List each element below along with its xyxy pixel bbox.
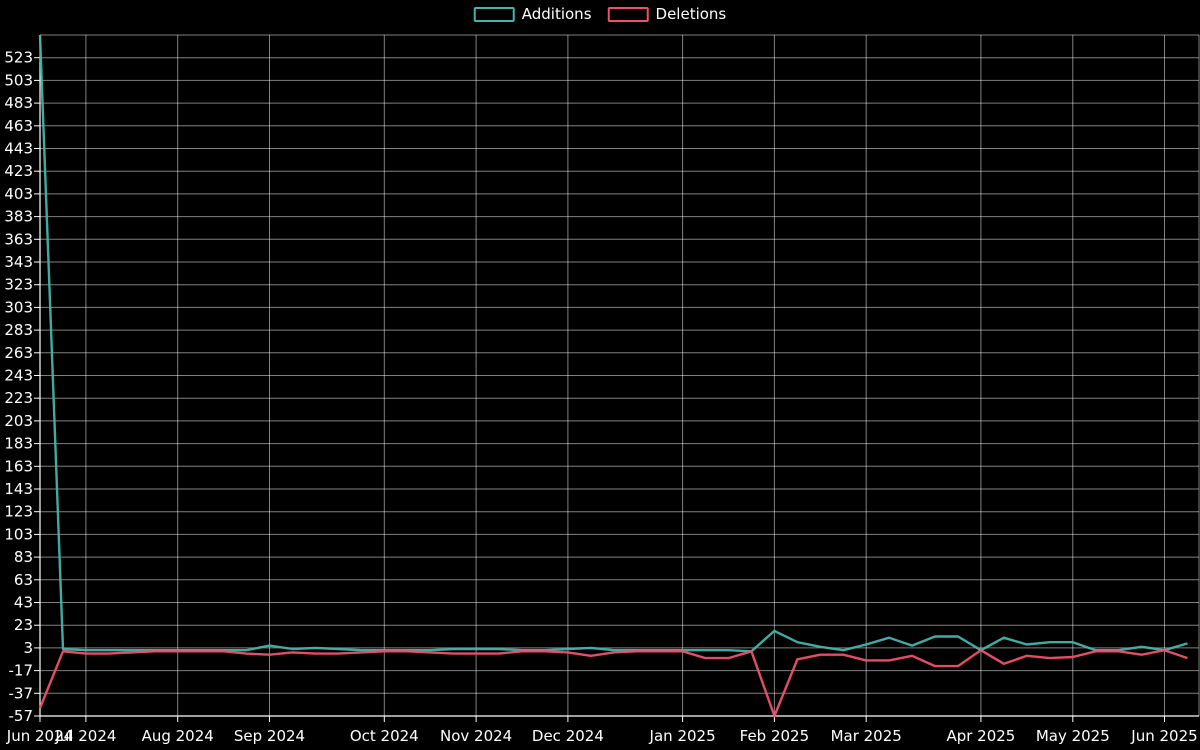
svg-text:-37: -37 [9,684,34,702]
svg-text:103: 103 [4,525,33,543]
svg-text:Jul 2024: Jul 2024 [54,727,116,745]
svg-text:483: 483 [4,94,33,112]
svg-text:Jan 2025: Jan 2025 [649,727,716,745]
svg-text:Sep 2024: Sep 2024 [234,727,305,745]
legend-label-deletions: Deletions [655,5,727,23]
chart-legend: Additions Deletions [473,5,727,23]
svg-text:May 2025: May 2025 [1036,727,1110,745]
legend-label-additions: Additions [521,5,592,23]
svg-text:223: 223 [4,389,33,407]
svg-text:-17: -17 [9,662,34,680]
svg-text:-57: -57 [9,707,34,725]
svg-text:143: 143 [4,480,33,498]
svg-text:23: 23 [14,616,33,634]
svg-text:403: 403 [4,185,33,203]
legend-item-deletions[interactable]: Deletions [607,5,727,23]
svg-text:503: 503 [4,71,33,89]
legend-item-additions[interactable]: Additions [473,5,592,23]
svg-text:303: 303 [4,298,33,316]
svg-text:523: 523 [4,49,33,67]
svg-text:Oct 2024: Oct 2024 [350,727,419,745]
svg-text:283: 283 [4,321,33,339]
svg-text:343: 343 [4,253,33,271]
svg-text:243: 243 [4,367,33,385]
svg-text:163: 163 [4,457,33,475]
svg-text:363: 363 [4,230,33,248]
svg-text:263: 263 [4,344,33,362]
additions-swatch-icon [473,6,515,22]
svg-text:Aug 2024: Aug 2024 [142,727,214,745]
svg-text:Dec 2024: Dec 2024 [532,727,604,745]
svg-text:443: 443 [4,140,33,158]
svg-text:423: 423 [4,162,33,180]
svg-text:463: 463 [4,117,33,135]
svg-text:Feb 2025: Feb 2025 [740,727,810,745]
svg-text:63: 63 [14,571,33,589]
svg-text:123: 123 [4,503,33,521]
svg-text:323: 323 [4,276,33,294]
svg-text:83: 83 [14,548,33,566]
svg-text:Jun 2025: Jun 2025 [1130,727,1197,745]
svg-text:Jun 2024: Jun 2024 [6,727,73,745]
svg-text:203: 203 [4,412,33,430]
deletions-swatch-icon [607,6,649,22]
svg-text:43: 43 [14,594,33,612]
svg-text:3: 3 [23,639,33,657]
svg-text:183: 183 [4,435,33,453]
svg-text:Nov 2024: Nov 2024 [440,727,512,745]
svg-text:Apr 2025: Apr 2025 [946,727,1015,745]
svg-text:383: 383 [4,208,33,226]
svg-text:Mar 2025: Mar 2025 [831,727,902,745]
